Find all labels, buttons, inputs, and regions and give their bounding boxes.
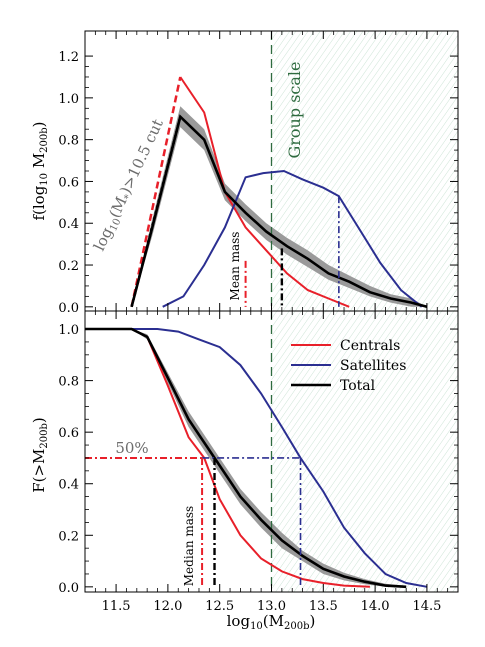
legend-total-label: Total [340,378,376,394]
y-tick-label: 1.2 [58,50,79,65]
y-tick-label: 1.0 [58,92,79,107]
xlabel: log10(M200b) [227,612,316,632]
centrals-line-top [179,76,350,308]
bottom-panel [85,311,458,592]
satellites-line-top [162,169,423,308]
total-line-top [130,114,428,309]
y-tick-label: 0.6 [58,426,79,441]
bottom-ticks [85,311,459,592]
x-tick-label: 13.5 [309,599,338,614]
bottom-ylabel: F(>M200b) [30,417,50,493]
y-tick-label: 0.8 [58,134,79,149]
percent-label: 50% [115,439,148,457]
x-tick-label: 12.5 [205,599,234,614]
group-hatch-top [271,31,458,311]
group-scale-label: Group scale [285,62,304,159]
y-tick-label: 0.8 [58,375,79,390]
y-tick-label: 0.6 [58,175,79,190]
total-line-bottom [85,327,407,589]
y-tick-label: 0.2 [58,259,79,274]
bottom-tick-labels: 11.5 12.0 12.5 13.0 13.5 14.0 14.5 0.0 0.2 0.4 0.6… [58,323,441,614]
group-hatch-bottom [271,311,458,592]
satellites-line-bottom [85,328,428,588]
mean-mass-label: Mean mass [228,232,242,301]
y-tick-label: 0.4 [58,217,79,232]
top-panel [130,31,458,311]
y-tick-label: 1.0 [58,323,79,338]
legend: Centrals Satellites Total [291,338,406,394]
y-tick-label: 0.0 [58,301,79,316]
y-tick-label: 0.0 [58,581,79,596]
x-tick-label: 14.5 [412,599,441,614]
top-tick-labels: 0.0 0.2 0.4 0.6 0.8 1.0 1.2 [58,50,79,316]
x-tick-label: 14.0 [361,599,390,614]
y-tick-label: 0.2 [58,529,79,544]
top-ticks [85,31,459,311]
legend-centrals-label: Centrals [340,338,400,354]
x-tick-label: 13.0 [257,599,286,614]
x-tick-label: 12.0 [153,599,182,614]
median-mass-label: Median mass [182,506,196,586]
y-tick-label: 0.4 [58,478,79,493]
cut-line-centrals [130,76,182,308]
top-ylabel: f(log10 M200b) [30,121,50,220]
x-tick-label: 11.5 [102,599,131,614]
legend-satellites-label: Satellites [340,358,406,374]
